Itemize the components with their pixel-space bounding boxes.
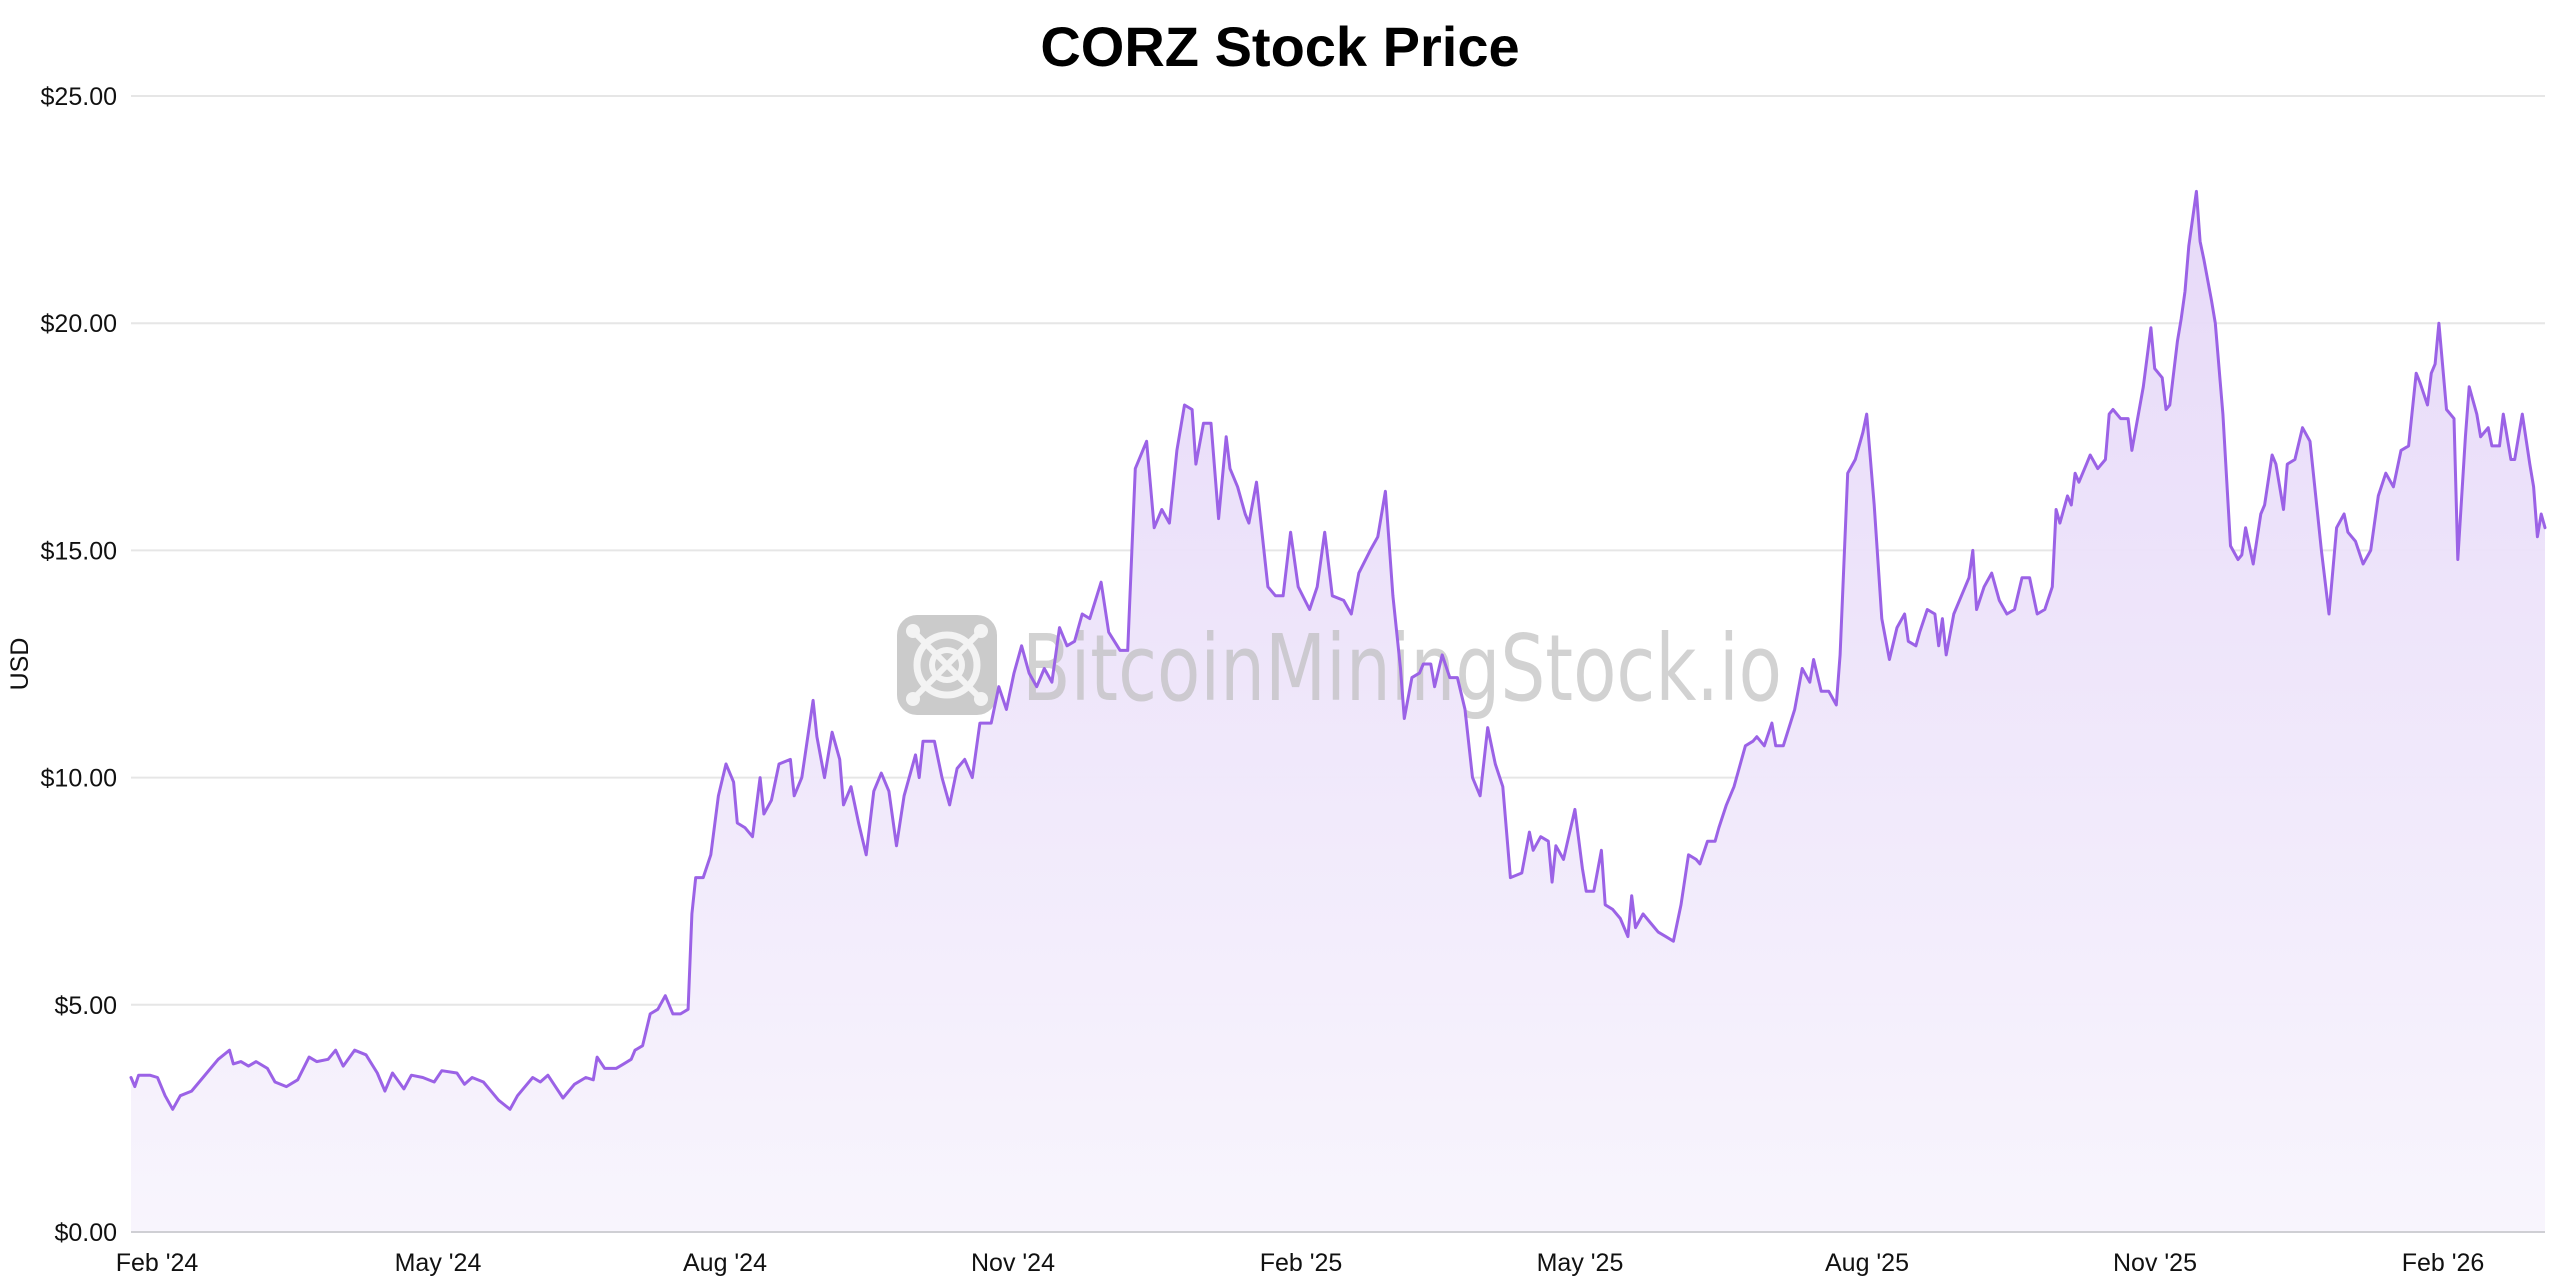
x-tick-label: Feb '26: [2402, 1249, 2485, 1277]
y-tick-label: $25.00: [41, 83, 117, 111]
x-tick-label: Nov '24: [971, 1249, 1055, 1277]
watermark: BitcoinMiningStock.io: [897, 615, 1782, 722]
x-tick-label: Feb '24: [116, 1249, 199, 1277]
x-tick-label: May '24: [395, 1249, 482, 1277]
x-tick-label: May '25: [1537, 1249, 1624, 1277]
x-tick-label: Nov '25: [2113, 1249, 2197, 1277]
y-tick-label: $20.00: [41, 310, 117, 338]
x-axis-ticks: Feb '24 May '24 Aug '24 Nov '24 Feb '25 May '…: [116, 1249, 2485, 1277]
y-tick-label: $15.00: [41, 537, 117, 565]
y-tick-label: $5.00: [54, 992, 117, 1020]
x-tick-label: Feb '25: [1260, 1249, 1343, 1277]
y-axis-ticks: $0.00 $5.00 $10.00 $15.00 $20.00 $25.00: [41, 83, 117, 1247]
x-tick-label: Aug '24: [683, 1249, 767, 1277]
y-tick-label: $0.00: [54, 1219, 117, 1247]
y-tick-label: $10.00: [41, 765, 117, 793]
chart-title: CORZ Stock Price: [1040, 15, 1520, 78]
price-area-fill: [131, 191, 2545, 1232]
x-tick-label: Aug '25: [1825, 1249, 1909, 1277]
y-axis-label: USD: [6, 638, 34, 691]
price-line: [129, 189, 2547, 1111]
